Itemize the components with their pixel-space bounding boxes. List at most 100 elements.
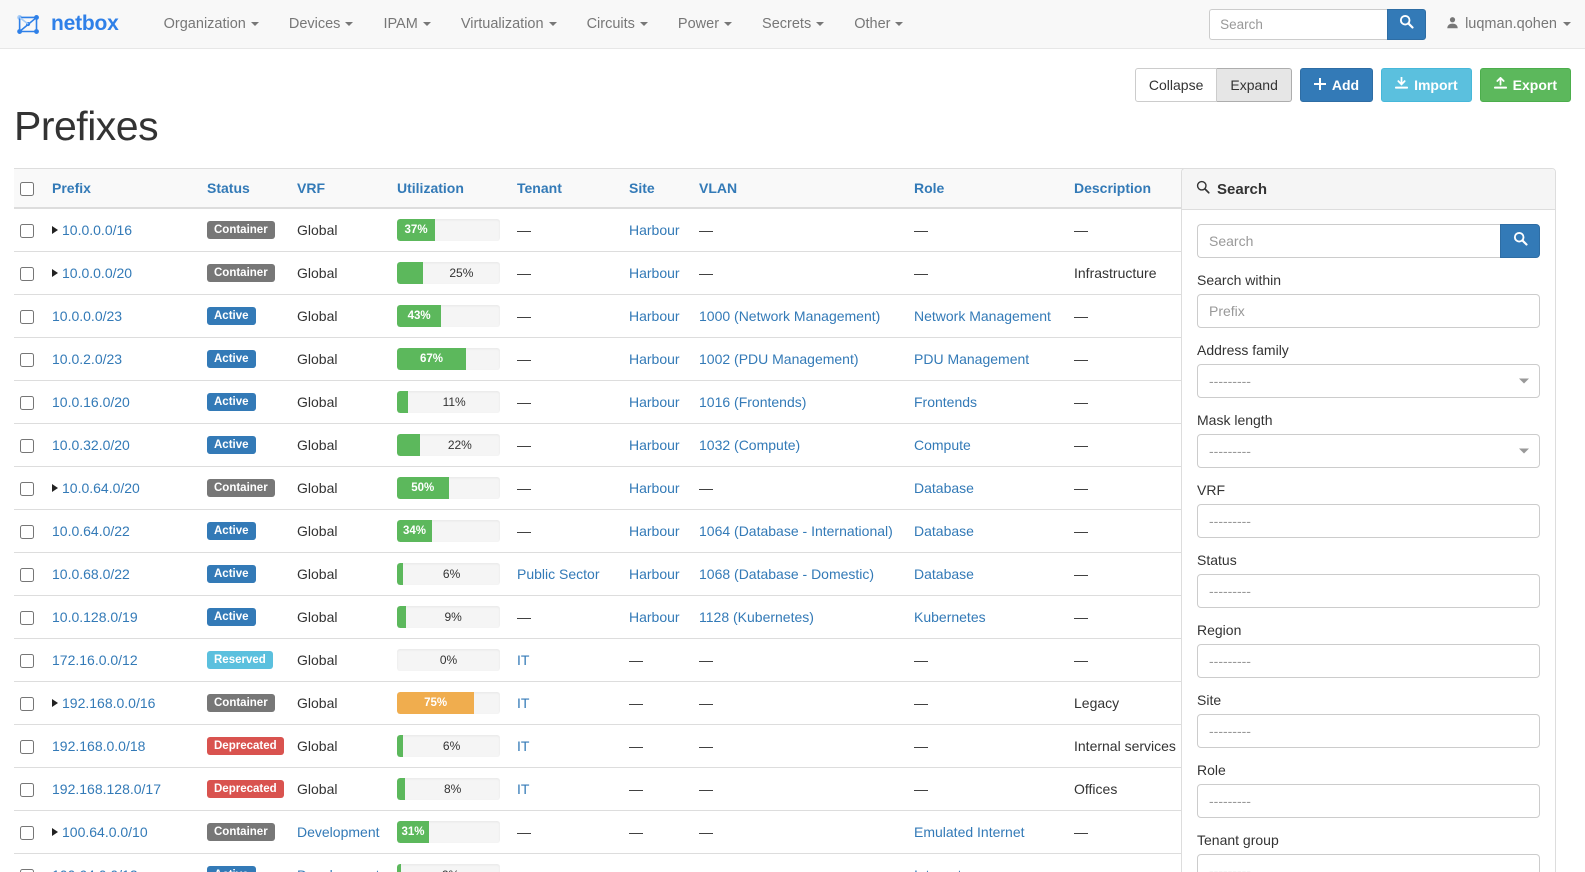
site-value[interactable]: Harbour	[629, 265, 680, 282]
nav-item-other[interactable]: Other	[839, 0, 918, 48]
vlan-value[interactable]: 1002 (PDU Management)	[699, 351, 859, 368]
row-checkbox[interactable]	[20, 568, 34, 583]
site-value[interactable]: Harbour	[629, 222, 680, 239]
filter-input[interactable]	[1197, 784, 1540, 818]
nav-item-ipam[interactable]: IPAM	[368, 0, 445, 48]
nav-item-circuits[interactable]: Circuits	[572, 0, 663, 48]
role-value[interactable]: Emulated Internet	[914, 824, 1025, 841]
role-value[interactable]: PDU Management	[914, 351, 1030, 368]
prefix-link[interactable]: 10.0.0.0/23	[52, 308, 123, 325]
row-checkbox[interactable]	[20, 826, 34, 841]
site-value[interactable]: Harbour	[629, 566, 680, 583]
filter-input[interactable]	[1197, 434, 1540, 468]
site-value[interactable]: Harbour	[629, 351, 680, 368]
prefix-link[interactable]: 192.168.0.0/18	[52, 738, 146, 755]
col-header-tenant[interactable]: Tenant	[509, 168, 621, 210]
prefix-link[interactable]: 192.168.128.0/17	[52, 781, 161, 798]
row-checkbox[interactable]	[20, 869, 34, 872]
prefix-link[interactable]: 10.0.68.0/22	[52, 566, 130, 583]
expand-toggle-icon[interactable]	[52, 484, 58, 493]
prefix-link[interactable]: 192.168.0.0/16	[62, 695, 156, 712]
select-all-checkbox[interactable]	[20, 182, 34, 197]
role-value[interactable]: Kubernetes	[914, 609, 986, 626]
vlan-value[interactable]: 1064 (Database - International)	[699, 523, 893, 540]
col-header-role[interactable]: Role	[906, 168, 1066, 210]
nav-item-power[interactable]: Power	[663, 0, 747, 48]
global-search-input[interactable]	[1209, 8, 1388, 40]
role-value[interactable]: Network Management	[914, 308, 1051, 325]
panel-search-input[interactable]	[1197, 224, 1500, 258]
export-button[interactable]: Export	[1479, 68, 1571, 102]
row-checkbox[interactable]	[20, 224, 34, 239]
row-checkbox[interactable]	[20, 396, 34, 411]
site-value[interactable]: Harbour	[629, 437, 680, 454]
filter-input[interactable]	[1197, 294, 1540, 328]
row-checkbox[interactable]	[20, 310, 34, 325]
filter-input[interactable]	[1197, 714, 1540, 748]
import-button[interactable]: Import	[1381, 68, 1472, 102]
tenant-value[interactable]: IT	[517, 652, 530, 669]
col-header-vlan[interactable]: VLAN	[691, 168, 906, 210]
col-header-description[interactable]: Description	[1066, 168, 1186, 210]
row-checkbox[interactable]	[20, 697, 34, 712]
expand-toggle-icon[interactable]	[52, 699, 58, 708]
row-checkbox[interactable]	[20, 353, 34, 368]
col-header-status[interactable]: Status	[199, 168, 289, 210]
panel-search-button[interactable]	[1500, 224, 1540, 258]
tenant-value[interactable]: IT	[517, 781, 530, 798]
tenant-value[interactable]: IT	[517, 738, 530, 755]
collapse-button[interactable]: Collapse	[1134, 68, 1218, 102]
vlan-value[interactable]: 1128 (Kubernetes)	[699, 609, 814, 626]
role-value[interactable]: Database	[914, 566, 974, 583]
prefix-link[interactable]: 100.64.0.0/12	[52, 867, 138, 872]
site-value[interactable]: Harbour	[629, 480, 680, 497]
tenant-value[interactable]: IT	[517, 695, 530, 712]
filter-input[interactable]	[1197, 504, 1540, 538]
row-checkbox[interactable]	[20, 740, 34, 755]
site-value[interactable]: Harbour	[629, 394, 680, 411]
row-checkbox[interactable]	[20, 267, 34, 282]
row-checkbox[interactable]	[20, 525, 34, 540]
add-button[interactable]: Add	[1299, 68, 1374, 102]
vlan-value[interactable]: 1032 (Compute)	[699, 437, 801, 454]
filter-input[interactable]	[1197, 644, 1540, 678]
role-value[interactable]: Database	[914, 523, 974, 540]
site-value[interactable]: Harbour	[629, 308, 680, 325]
prefix-link[interactable]: 172.16.0.0/12	[52, 652, 138, 669]
role-value[interactable]: Database	[914, 480, 974, 497]
vlan-value[interactable]: 1000 (Network Management)	[699, 308, 881, 325]
row-checkbox[interactable]	[20, 482, 34, 497]
vrf-value[interactable]: Development	[297, 824, 380, 841]
prefix-link[interactable]: 10.0.64.0/20	[62, 480, 140, 497]
nav-item-secrets[interactable]: Secrets	[747, 0, 839, 48]
col-header-site[interactable]: Site	[621, 168, 691, 210]
prefix-link[interactable]: 10.0.2.0/23	[52, 351, 123, 368]
nav-item-devices[interactable]: Devices	[274, 0, 369, 48]
expand-toggle-icon[interactable]	[52, 828, 58, 837]
filter-input[interactable]	[1197, 364, 1540, 398]
tenant-value[interactable]: Public Sector	[517, 566, 600, 583]
role-value[interactable]: Frontends	[914, 394, 978, 411]
prefix-link[interactable]: 10.0.16.0/20	[52, 394, 130, 411]
nav-item-organization[interactable]: Organization	[149, 0, 274, 48]
expand-toggle-icon[interactable]	[52, 269, 58, 278]
user-menu[interactable]: luqman.qohen	[1446, 16, 1571, 33]
role-value[interactable]: Internet	[914, 867, 961, 872]
vrf-value[interactable]: Development	[297, 867, 380, 872]
brand-home-link[interactable]: netbox	[10, 9, 119, 39]
vlan-value[interactable]: 1016 (Frontends)	[699, 394, 807, 411]
row-checkbox[interactable]	[20, 783, 34, 798]
site-value[interactable]: Harbour	[629, 609, 680, 626]
prefix-link[interactable]: 10.0.0.0/16	[62, 222, 133, 239]
global-search-button[interactable]	[1387, 8, 1427, 40]
nav-item-virtualization[interactable]: Virtualization	[446, 0, 572, 48]
row-checkbox[interactable]	[20, 654, 34, 669]
row-checkbox[interactable]	[20, 611, 34, 626]
prefix-link[interactable]: 10.0.64.0/22	[52, 523, 130, 540]
row-checkbox[interactable]	[20, 439, 34, 454]
prefix-link[interactable]: 10.0.0.0/20	[62, 265, 133, 282]
col-header-vrf[interactable]: VRF	[289, 168, 389, 210]
prefix-link[interactable]: 10.0.128.0/19	[52, 609, 138, 626]
filter-input[interactable]	[1197, 854, 1540, 872]
expand-toggle-icon[interactable]	[52, 226, 58, 235]
